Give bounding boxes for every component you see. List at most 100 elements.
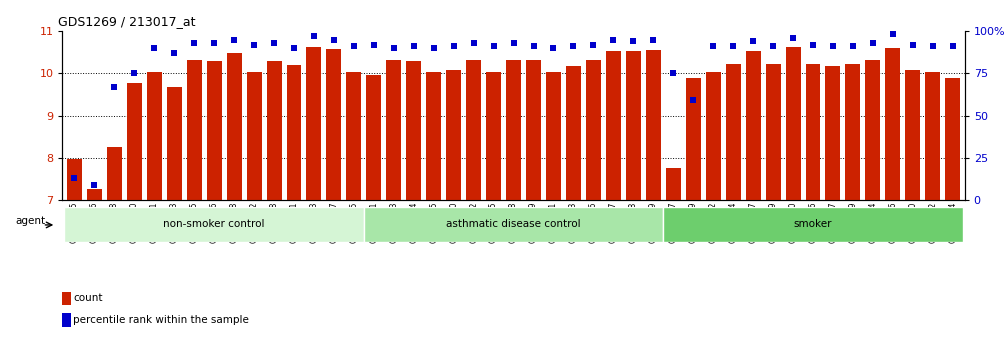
Bar — [62, 313, 70, 327]
Point — [146, 45, 162, 51]
Bar — [686, 78, 701, 200]
Point — [725, 43, 741, 49]
Point — [386, 45, 402, 51]
Bar — [666, 168, 681, 200]
Bar — [546, 72, 561, 200]
Bar — [426, 72, 441, 200]
Text: non-smoker control: non-smoker control — [163, 219, 265, 229]
Bar — [885, 48, 900, 200]
Bar — [925, 72, 941, 200]
Bar — [167, 87, 181, 200]
Text: agent: agent — [15, 216, 45, 226]
Point — [765, 43, 781, 49]
Bar — [87, 189, 102, 200]
Bar — [466, 60, 481, 200]
Bar — [406, 61, 421, 200]
Point — [685, 98, 701, 103]
Bar — [62, 292, 70, 305]
Bar — [645, 50, 661, 200]
Bar — [206, 61, 222, 200]
Point — [366, 42, 382, 47]
Bar — [446, 70, 461, 200]
Point — [286, 45, 302, 51]
Bar — [526, 60, 541, 200]
Point — [186, 40, 202, 46]
Point — [565, 43, 581, 49]
Bar — [287, 65, 301, 200]
Point — [605, 37, 621, 42]
Bar — [946, 78, 961, 200]
Point — [126, 71, 142, 76]
Text: GDS1269 / 213017_at: GDS1269 / 213017_at — [58, 16, 195, 29]
Bar — [306, 47, 321, 200]
Point — [705, 43, 721, 49]
Point — [945, 43, 961, 49]
Point — [924, 43, 941, 49]
Point — [785, 35, 802, 41]
Bar — [107, 147, 122, 200]
Point — [306, 33, 322, 39]
Point — [526, 43, 542, 49]
Text: count: count — [74, 294, 103, 304]
Bar — [664, 207, 963, 242]
Point — [226, 37, 242, 42]
Bar — [606, 51, 621, 200]
Point — [825, 43, 841, 49]
Bar — [267, 61, 282, 200]
Text: percentile rank within the sample: percentile rank within the sample — [74, 315, 249, 325]
Bar — [64, 207, 364, 242]
Point — [345, 43, 362, 49]
Point — [506, 40, 522, 46]
Point — [805, 42, 821, 47]
Bar — [765, 64, 780, 200]
Point — [465, 40, 481, 46]
Point — [904, 42, 920, 47]
Point — [485, 43, 501, 49]
Point — [865, 40, 881, 46]
Bar — [846, 64, 860, 200]
Bar — [865, 60, 880, 200]
Bar — [387, 60, 401, 200]
Bar — [186, 60, 201, 200]
Point — [666, 71, 682, 76]
Bar — [806, 64, 821, 200]
Point — [66, 175, 83, 181]
Bar — [745, 51, 760, 200]
Point — [426, 45, 442, 51]
Point — [625, 38, 641, 44]
Bar — [127, 82, 142, 200]
Point — [406, 43, 422, 49]
Point — [585, 42, 601, 47]
Bar — [586, 60, 601, 200]
Bar — [826, 66, 841, 200]
Bar — [346, 72, 362, 200]
Bar — [227, 53, 242, 200]
Point — [326, 37, 342, 42]
Point — [885, 32, 901, 37]
Point — [107, 84, 123, 90]
Point — [745, 38, 761, 44]
Text: asthmatic disease control: asthmatic disease control — [446, 219, 581, 229]
Point — [87, 182, 103, 188]
Bar — [247, 72, 262, 200]
Text: smoker: smoker — [794, 219, 832, 229]
Point — [446, 43, 462, 49]
Bar — [66, 159, 82, 200]
Point — [645, 37, 662, 42]
Bar — [326, 49, 341, 200]
Point — [246, 42, 262, 47]
Bar — [726, 64, 740, 200]
Bar — [486, 72, 501, 200]
Point — [546, 45, 562, 51]
Bar — [507, 60, 521, 200]
Bar — [626, 51, 640, 200]
Point — [266, 40, 282, 46]
Bar — [785, 47, 801, 200]
Bar — [905, 70, 920, 200]
Point — [166, 50, 182, 56]
Point — [206, 40, 223, 46]
Bar — [364, 207, 664, 242]
Bar — [566, 66, 581, 200]
Bar — [367, 76, 382, 200]
Bar — [147, 72, 162, 200]
